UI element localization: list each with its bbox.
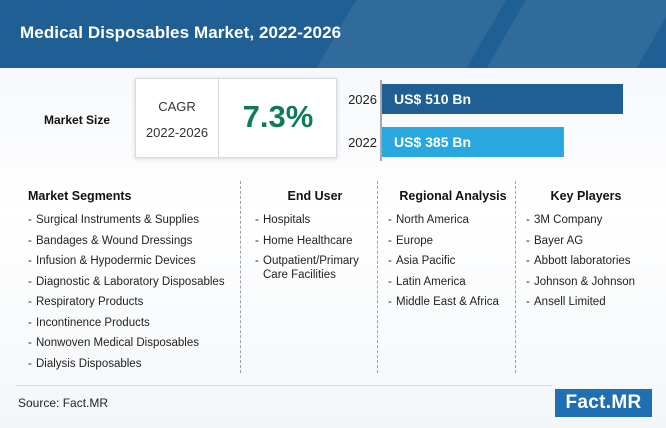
cagr-value: 7.3% — [242, 99, 314, 134]
end-user-list: Hospitals Home Healthcare Outpatient/Pri… — [255, 213, 375, 282]
list-item: Bandages & Wound Dressings — [28, 234, 225, 248]
list-item: Latin America — [388, 275, 518, 289]
list-item: Ansell Limited — [526, 295, 646, 309]
column-regional-analysis: Regional Analysis North America Europe A… — [388, 181, 518, 316]
cagr-divider — [218, 79, 219, 157]
header-banner: Medical Disposables Market, 2022-2026 — [0, 0, 666, 68]
bar-category-label: 2026 — [348, 92, 377, 107]
list-item: North America — [388, 213, 518, 227]
list-item: 3M Company — [526, 213, 646, 227]
source-note: Source: Fact.MR — [18, 396, 109, 410]
column-heading: Key Players — [550, 189, 622, 203]
list-item: Dialysis Disposables — [28, 357, 225, 371]
bar-2022 — [382, 127, 564, 157]
column-key-players: Key Players 3M Company Bayer AG Abbott l… — [526, 181, 646, 316]
column-heading: Market Segments — [28, 189, 132, 203]
market-size-bar-chart: 2026 US$ 510 Bn 2022 US$ 385 Bn — [348, 80, 623, 161]
footer-rule — [16, 385, 552, 386]
column-end-user: End User Hospitals Home Healthcare Outpa… — [255, 181, 375, 289]
market-size-label: Market Size — [44, 113, 111, 127]
list-item: Home Healthcare — [255, 234, 375, 248]
list-item: Diagnostic & Laboratory Disposables — [28, 275, 225, 289]
list-item: Europe — [388, 234, 518, 248]
list-item: Middle East & Africa — [388, 295, 518, 309]
segment-list: Surgical Instruments & Supplies Bandages… — [28, 213, 225, 371]
cagr-box: CAGR 2022-2026 7.3% — [135, 78, 337, 158]
cagr-period: 2022-2026 — [145, 125, 209, 140]
page-title: Medical Disposables Market, 2022-2026 — [20, 23, 342, 42]
list-item: Incontinence Products — [28, 316, 225, 330]
column-divider — [515, 181, 516, 373]
list-item: Hospitals — [255, 213, 375, 227]
bar-category-label: 2022 — [348, 135, 377, 150]
column-market-segments: Market Segments Surgical Instruments & S… — [28, 181, 225, 377]
list-item: Bayer AG — [526, 234, 646, 248]
list-item: Nonwoven Medical Disposables — [28, 336, 225, 350]
bar-value-label: US$ 510 Bn — [394, 91, 471, 107]
column-heading: Regional Analysis — [399, 189, 507, 203]
column-heading: End User — [287, 189, 343, 203]
cagr-label: CAGR — [158, 99, 196, 114]
bar-2026 — [382, 84, 623, 114]
column-divider — [377, 181, 378, 373]
list-item: Outpatient/Primary Care Facilities — [255, 254, 375, 282]
list-item: Infusion & Hypodermic Devices — [28, 254, 225, 268]
region-list: North America Europe Asia Pacific Latin … — [388, 213, 518, 309]
list-item: Asia Pacific — [388, 254, 518, 268]
column-divider — [240, 181, 241, 373]
list-item: Abbott laboratories — [526, 254, 646, 268]
info-panel: Market Segments Surgical Instruments & S… — [18, 181, 646, 373]
player-list: 3M Company Bayer AG Abbott laboratories … — [526, 213, 646, 309]
fact-mr-logo: Fact.MR — [555, 389, 652, 417]
list-item: Surgical Instruments & Supplies — [28, 213, 225, 227]
list-item: Respiratory Products — [28, 295, 225, 309]
list-item: Johnson & Johnson — [526, 275, 646, 289]
bar-value-label: US$ 385 Bn — [394, 134, 471, 150]
